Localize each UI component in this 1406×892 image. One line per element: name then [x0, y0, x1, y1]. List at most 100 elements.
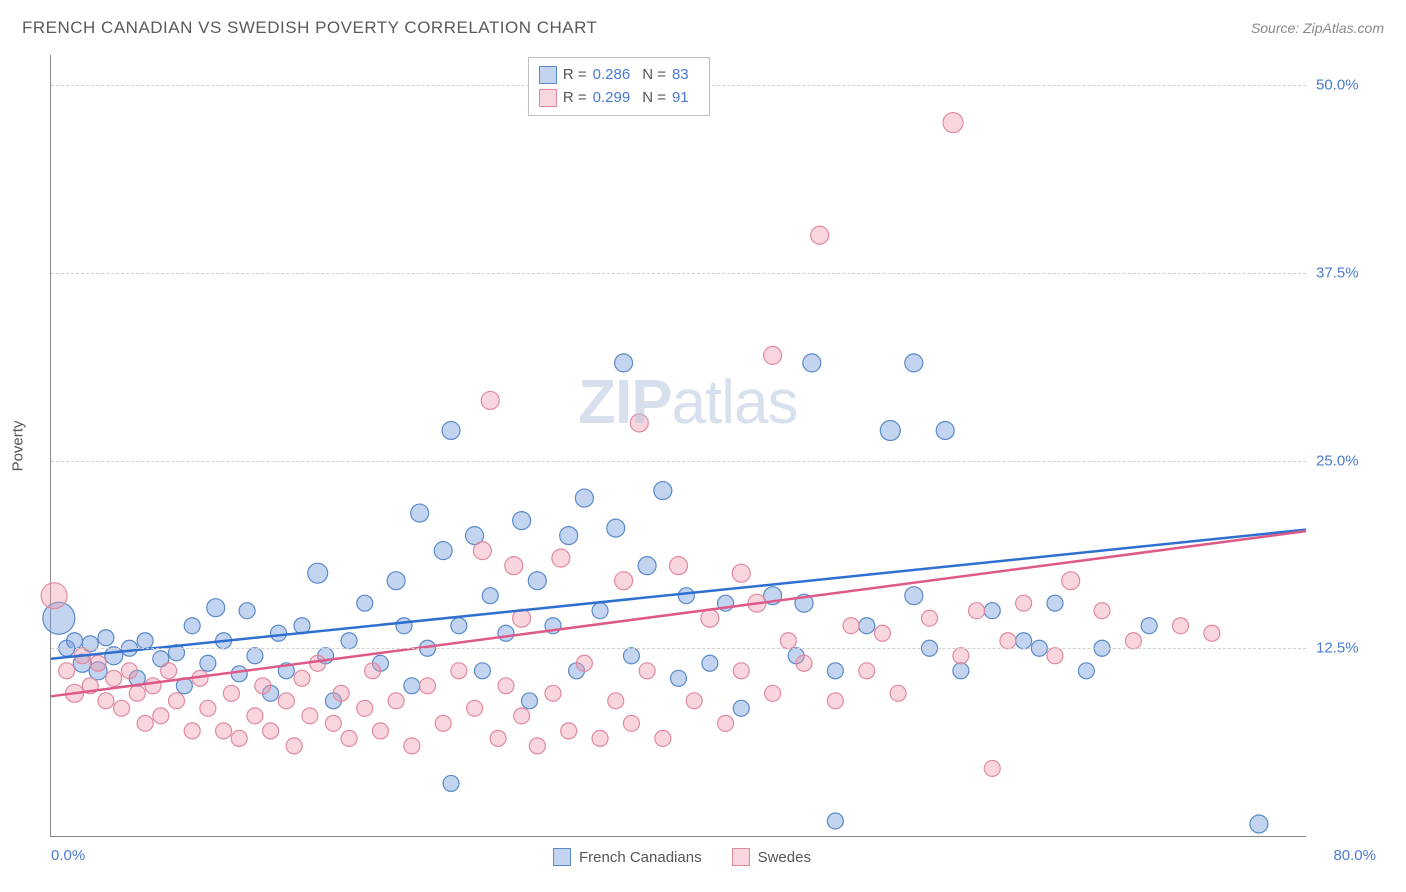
data-point — [670, 557, 688, 575]
y-tick-label: 37.5% — [1316, 264, 1376, 281]
data-point — [984, 760, 1000, 776]
data-point — [780, 633, 796, 649]
regression-line — [51, 530, 1306, 659]
data-point — [521, 693, 537, 709]
data-point — [1094, 603, 1110, 619]
data-point — [592, 603, 608, 619]
data-point — [905, 354, 923, 372]
data-point — [137, 633, 153, 649]
y-tick-label: 12.5% — [1316, 640, 1376, 657]
y-tick-label: 25.0% — [1316, 452, 1376, 469]
gridline — [51, 648, 1306, 649]
data-point — [482, 588, 498, 604]
legend-n-value: 83 — [672, 64, 689, 87]
data-point — [308, 563, 328, 583]
data-point — [859, 663, 875, 679]
data-point — [1141, 618, 1157, 634]
legend-swatch — [732, 848, 750, 866]
data-point — [953, 648, 969, 664]
chart-title: FRENCH CANADIAN VS SWEDISH POVERTY CORRE… — [22, 18, 597, 38]
data-point — [473, 542, 491, 560]
data-point — [732, 564, 750, 582]
data-point — [615, 354, 633, 372]
data-point — [1204, 625, 1220, 641]
data-point — [880, 420, 900, 440]
data-point — [263, 723, 279, 739]
gridline — [51, 461, 1306, 462]
data-point — [161, 663, 177, 679]
data-point — [615, 572, 633, 590]
data-point — [434, 542, 452, 560]
data-point — [514, 708, 530, 724]
data-point — [357, 700, 373, 716]
data-point — [545, 685, 561, 701]
data-point — [207, 599, 225, 617]
data-point — [498, 625, 514, 641]
series-legend: French CanadiansSwedes — [553, 848, 811, 866]
data-point — [451, 618, 467, 634]
data-point — [333, 685, 349, 701]
data-point — [137, 715, 153, 731]
plot-area: 12.5%25.0%37.5%50.0%0.0%80.0%ZIPatlasR =… — [50, 55, 1306, 837]
legend-r-value: 0.299 — [593, 87, 631, 110]
data-point — [153, 708, 169, 724]
data-point — [654, 482, 672, 500]
data-point — [474, 663, 490, 679]
data-point — [1062, 572, 1080, 590]
y-tick-label: 50.0% — [1316, 77, 1376, 94]
data-point — [765, 685, 781, 701]
legend-r-label: R = — [563, 87, 587, 110]
data-point — [859, 618, 875, 634]
data-point — [733, 663, 749, 679]
data-point — [325, 715, 341, 731]
data-point — [1173, 618, 1189, 634]
data-point — [467, 700, 483, 716]
data-point — [388, 693, 404, 709]
data-point — [1078, 663, 1094, 679]
data-point — [105, 647, 123, 665]
legend-n-label: N = — [642, 87, 666, 110]
data-point — [247, 648, 263, 664]
data-point — [481, 391, 499, 409]
data-point — [639, 663, 655, 679]
data-point — [231, 666, 247, 682]
data-point — [365, 663, 381, 679]
data-point — [811, 226, 829, 244]
data-point — [630, 414, 648, 432]
data-point — [529, 738, 545, 754]
data-point — [435, 715, 451, 731]
data-point — [607, 519, 625, 537]
data-point — [451, 663, 467, 679]
data-point — [223, 685, 239, 701]
scatter-plot-svg — [51, 55, 1306, 836]
data-point — [341, 730, 357, 746]
data-point — [121, 663, 137, 679]
data-point — [638, 557, 656, 575]
legend-series-name: French Canadians — [579, 849, 702, 866]
data-point — [442, 421, 460, 439]
y-axis-label: Poverty — [10, 421, 27, 472]
data-point — [671, 670, 687, 686]
data-point — [1047, 648, 1063, 664]
data-point — [169, 693, 185, 709]
data-point — [255, 678, 271, 694]
data-point — [404, 678, 420, 694]
data-point — [827, 813, 843, 829]
data-point — [1250, 815, 1268, 833]
data-point — [943, 113, 963, 133]
legend-n-value: 91 — [672, 87, 689, 110]
gridline — [51, 273, 1306, 274]
data-point — [98, 693, 114, 709]
data-point — [560, 527, 578, 545]
data-point — [513, 512, 531, 530]
data-point — [576, 655, 592, 671]
data-point — [341, 633, 357, 649]
legend-n-label: N = — [642, 64, 666, 87]
data-point — [890, 685, 906, 701]
data-point — [41, 583, 67, 609]
data-point — [1016, 595, 1032, 611]
data-point — [623, 715, 639, 731]
data-point — [905, 587, 923, 605]
legend-r-value: 0.286 — [593, 64, 631, 87]
data-point — [1000, 633, 1016, 649]
